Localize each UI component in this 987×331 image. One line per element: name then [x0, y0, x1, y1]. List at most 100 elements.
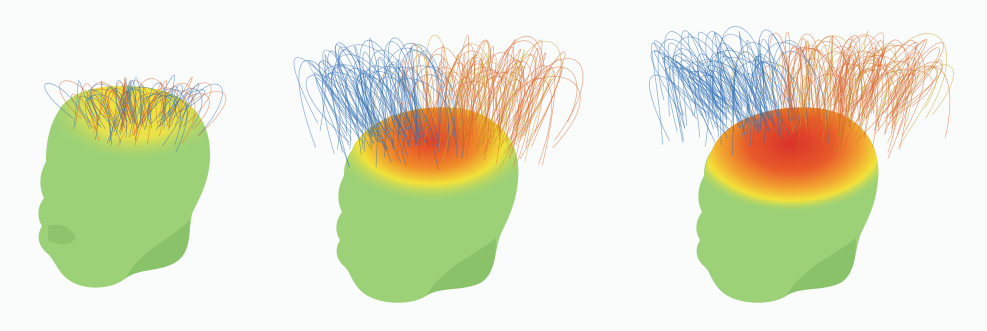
field-line [687, 33, 728, 139]
field-line [44, 82, 90, 129]
field-line [472, 52, 521, 140]
field-line [762, 61, 784, 123]
field-line [375, 67, 421, 168]
field-line [697, 53, 749, 130]
field-line [511, 52, 546, 168]
field-line [875, 58, 915, 143]
field-line [847, 46, 887, 123]
field-line [829, 50, 883, 132]
field-line [395, 81, 445, 161]
field-line [140, 80, 168, 128]
field-line [863, 69, 933, 107]
field-line [150, 74, 175, 116]
field-line [443, 34, 470, 127]
field-line [73, 80, 95, 130]
head-surface [336, 107, 519, 303]
field-lines [649, 26, 954, 159]
field-line [893, 67, 938, 118]
field-line [159, 84, 183, 127]
field-line [353, 60, 407, 166]
field-line [752, 38, 792, 146]
field-line [457, 53, 489, 129]
field-line [452, 63, 489, 154]
field-line [403, 44, 458, 159]
field-line [720, 47, 771, 146]
field-line [712, 51, 753, 123]
field-line [516, 66, 578, 126]
field-line [711, 33, 755, 138]
field-line [90, 89, 111, 133]
field-line [334, 54, 393, 127]
field-line [411, 74, 456, 137]
field-line [458, 72, 487, 156]
field-line [318, 61, 365, 150]
field-line [779, 47, 817, 139]
field-line [485, 36, 545, 133]
field-line [890, 65, 951, 138]
field-line [651, 42, 722, 145]
field-line [359, 40, 423, 142]
field-line [314, 72, 374, 146]
field-line [500, 54, 537, 129]
field-line [321, 65, 375, 137]
field-line [74, 83, 107, 127]
field-line [804, 35, 863, 139]
field-line [363, 69, 400, 136]
field-line [787, 48, 841, 135]
field-line [738, 30, 757, 113]
field-line [719, 61, 748, 135]
field-line [365, 65, 440, 152]
field-line [136, 81, 170, 129]
field-line [515, 58, 563, 160]
field-line [59, 80, 98, 122]
field-line [95, 80, 113, 131]
head-surface [696, 107, 879, 303]
field-line [327, 50, 374, 169]
field-line [475, 46, 494, 124]
field-line [653, 49, 730, 120]
field-line [150, 90, 174, 130]
field-line [679, 59, 744, 123]
field-line [772, 51, 829, 144]
field-line [792, 74, 808, 130]
field-line [705, 31, 743, 109]
field-line [866, 38, 928, 110]
field-line [105, 89, 124, 130]
field-line [293, 57, 368, 124]
field-line [746, 39, 770, 121]
field-line [667, 42, 727, 143]
field-line [355, 72, 400, 156]
field-line [352, 80, 382, 151]
field-line [86, 94, 123, 136]
field-line [422, 72, 459, 142]
field-line [345, 67, 408, 158]
field-line [170, 91, 227, 137]
field-line [657, 39, 716, 102]
field-line [460, 62, 507, 143]
field-line [890, 42, 944, 101]
head-panel-1 [38, 74, 227, 288]
field-line [140, 92, 181, 146]
field-lines [44, 74, 227, 152]
field-line [884, 62, 921, 159]
field-line [378, 58, 408, 138]
field-line [847, 43, 896, 118]
field-line [330, 64, 386, 158]
field-line [844, 47, 880, 142]
field-line [71, 93, 100, 141]
field-line [672, 36, 741, 129]
field-line [810, 54, 860, 136]
field-line [833, 53, 876, 151]
field-line [466, 71, 485, 133]
field-line [141, 94, 177, 127]
field-line [319, 54, 369, 137]
field-lines [293, 34, 584, 171]
field-line [811, 51, 868, 136]
field-line [298, 59, 360, 148]
field-line [479, 59, 518, 144]
field-line [466, 39, 491, 140]
field-line [833, 50, 856, 106]
field-line [169, 93, 210, 130]
field-line [156, 86, 179, 130]
